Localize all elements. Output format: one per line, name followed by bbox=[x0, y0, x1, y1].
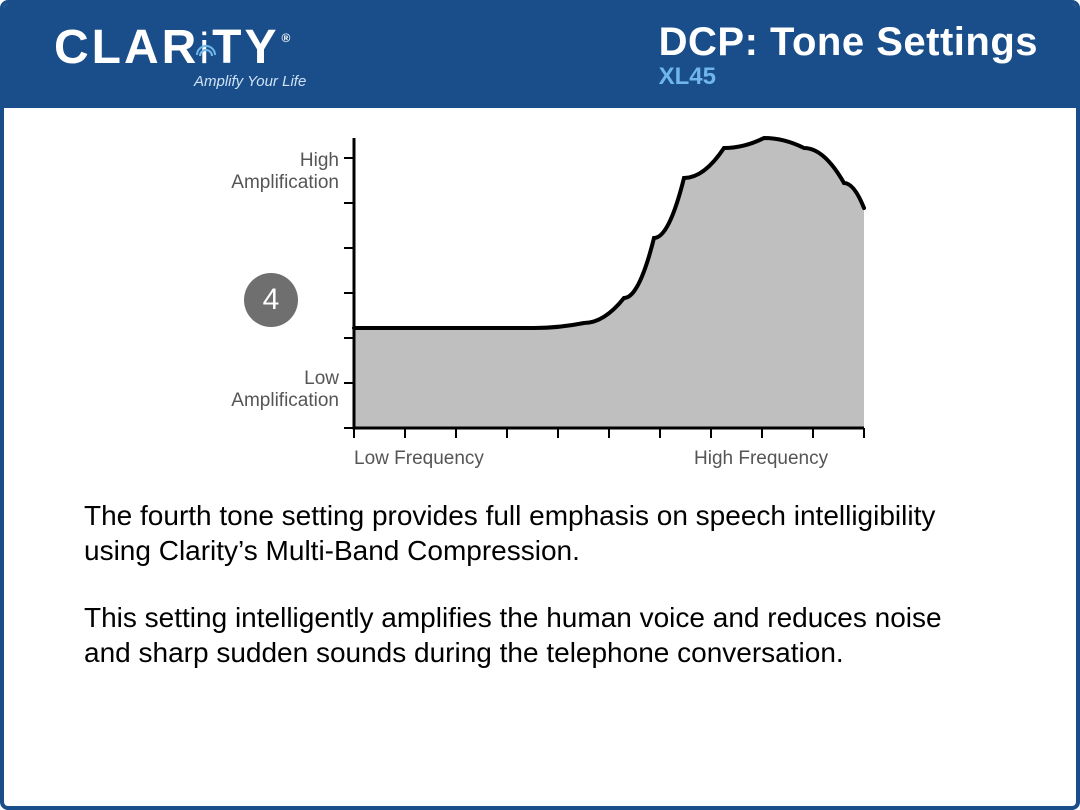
brand-logo: C L A R i T Y ® Amplify Your Life bbox=[54, 24, 306, 89]
brand-letter: C bbox=[54, 24, 92, 72]
slide-frame: C L A R i T Y ® Amplify Your Life DCP: T… bbox=[0, 0, 1080, 810]
brand-wordmark: C L A R i T Y ® bbox=[54, 24, 306, 72]
brand-tagline: Amplify Your Life bbox=[194, 74, 306, 89]
slide-content: 4 HighAmplification LowAmplification Low… bbox=[4, 108, 1076, 806]
tone-curve-chart: 4 HighAmplification LowAmplification Low… bbox=[204, 128, 924, 488]
brand-letter: A bbox=[124, 24, 162, 72]
tone-curve-svg bbox=[204, 128, 924, 488]
brand-letter: R bbox=[162, 24, 200, 72]
description-paragraph-2: This setting intelligently amplifies the… bbox=[84, 600, 956, 670]
header-titles: DCP: Tone Settings XL45 bbox=[659, 20, 1038, 91]
slide-subtitle: XL45 bbox=[659, 63, 1038, 91]
registered-mark: ® bbox=[281, 32, 293, 44]
brand-letter-i: i bbox=[199, 24, 212, 72]
brand-letter: Y bbox=[244, 24, 279, 72]
brand-letter: T bbox=[212, 24, 244, 72]
description-block: The fourth tone setting provides full em… bbox=[64, 498, 1016, 670]
signal-arc-icon bbox=[195, 18, 217, 32]
header-bar: C L A R i T Y ® Amplify Your Life DCP: T… bbox=[4, 4, 1076, 108]
slide-title: DCP: Tone Settings bbox=[659, 20, 1038, 65]
description-paragraph-1: The fourth tone setting provides full em… bbox=[84, 498, 956, 568]
brand-letter: L bbox=[92, 24, 124, 72]
